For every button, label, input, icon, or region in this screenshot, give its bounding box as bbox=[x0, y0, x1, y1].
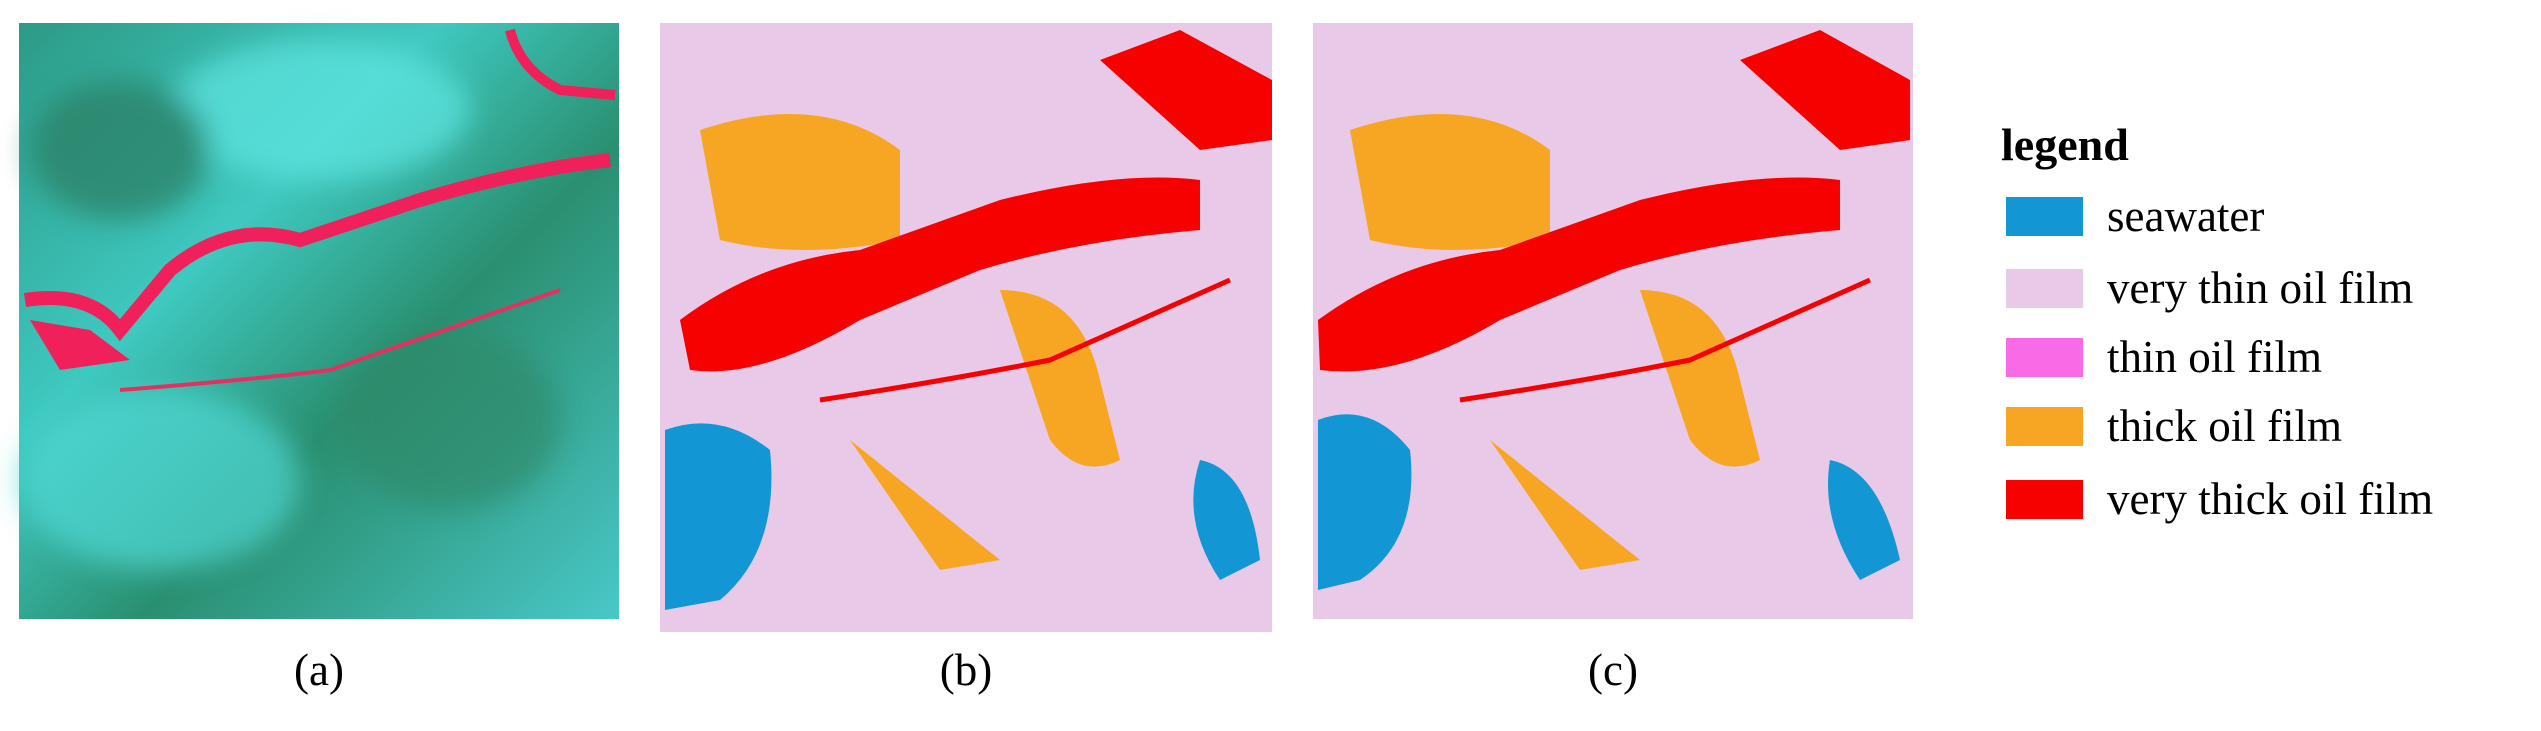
panel-caption: (b) bbox=[940, 645, 992, 695]
panel-caption: (c) bbox=[1588, 645, 1638, 695]
panel-a-image bbox=[19, 23, 619, 619]
legend-label: thick oil film bbox=[2107, 401, 2342, 451]
legend-label: seawater bbox=[2107, 191, 2264, 241]
legend-swatch bbox=[2006, 407, 2083, 446]
legend-swatch bbox=[2006, 269, 2083, 308]
legend-swatch bbox=[2006, 338, 2083, 377]
panel-b-image bbox=[660, 23, 1272, 632]
legend-label: thin oil film bbox=[2107, 332, 2322, 382]
legend-label: very thick oil film bbox=[2107, 474, 2433, 524]
legend-swatch bbox=[2006, 197, 2083, 236]
legend-label: very thin oil film bbox=[2107, 263, 2413, 313]
legend-title: legend bbox=[2001, 119, 2129, 170]
panel-caption: (a) bbox=[294, 645, 344, 695]
legend-swatch bbox=[2006, 480, 2083, 519]
panel-c-image bbox=[1313, 23, 1913, 619]
